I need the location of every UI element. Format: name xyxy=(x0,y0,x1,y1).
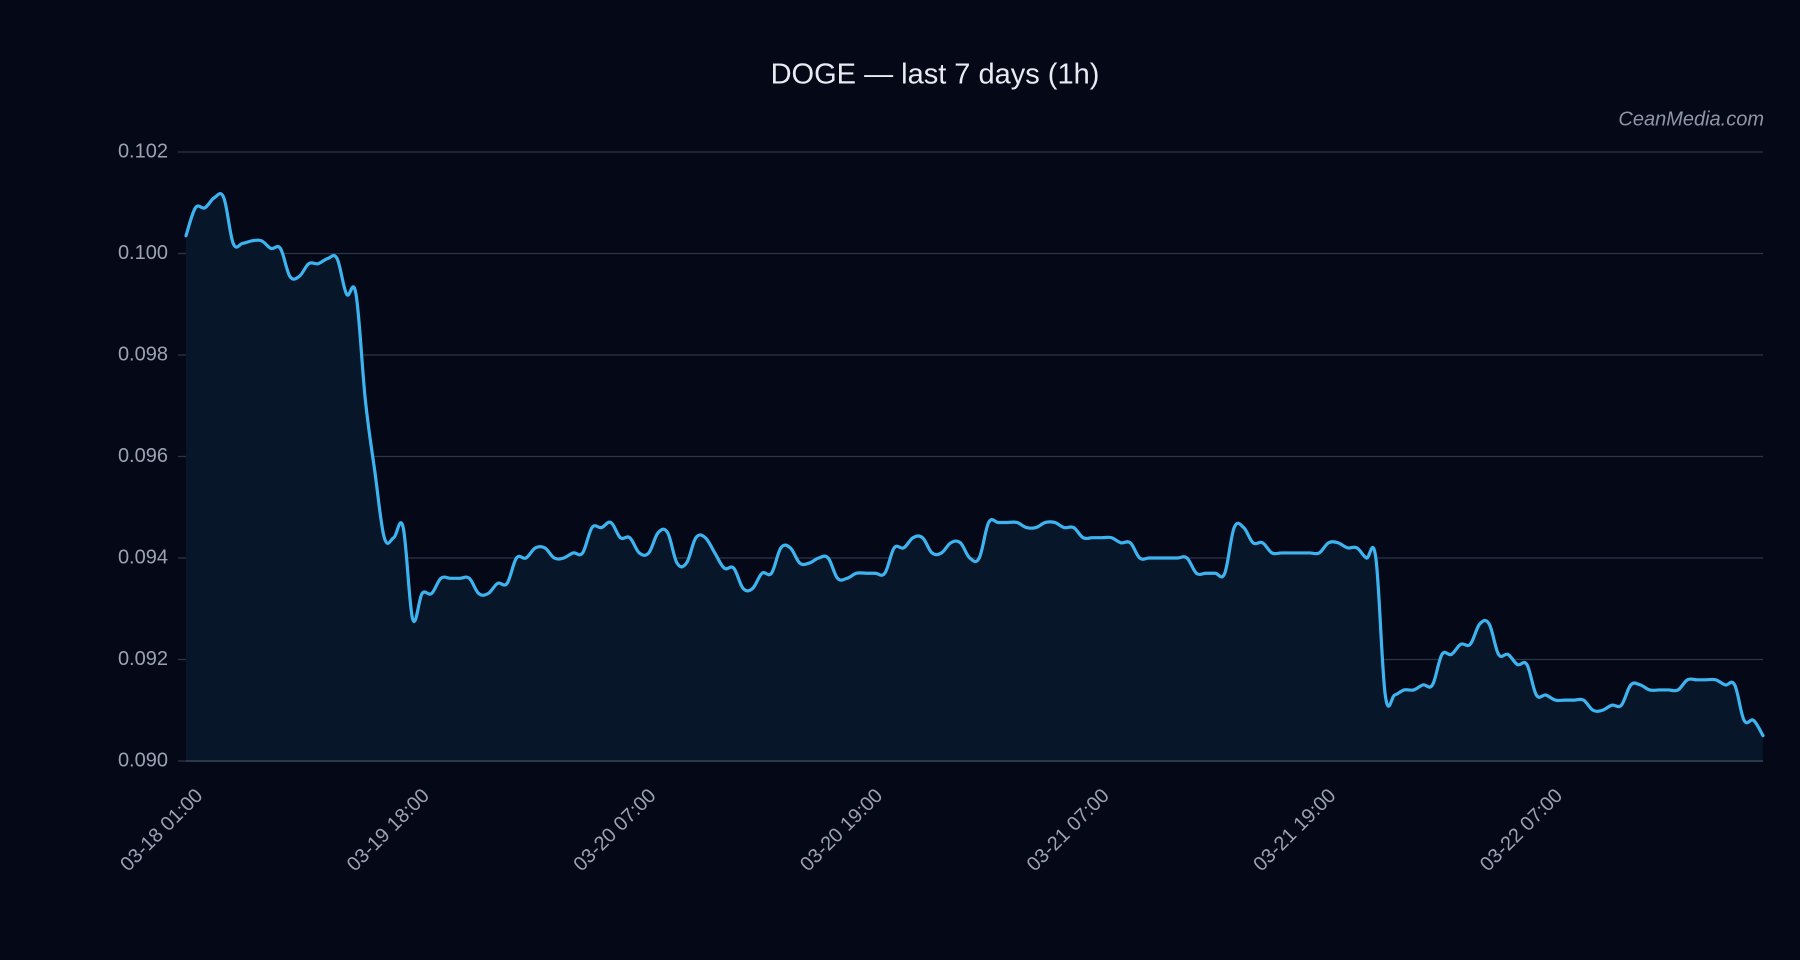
y-tick-label: 0.094 xyxy=(118,546,168,568)
y-tick-label: 0.090 xyxy=(118,749,168,771)
watermark: CeanMedia.com xyxy=(1618,108,1764,130)
y-tick-label: 0.092 xyxy=(118,648,168,670)
line xyxy=(184,192,1765,738)
y-tick-label: 0.096 xyxy=(118,445,168,467)
y-tick-label: 0.102 xyxy=(118,140,168,162)
y-tick-label: 0.100 xyxy=(118,242,168,264)
chart-title: DOGE — last 7 days (1h) xyxy=(771,59,1100,91)
y-tick-label: 0.098 xyxy=(118,343,168,365)
area xyxy=(186,193,1763,761)
